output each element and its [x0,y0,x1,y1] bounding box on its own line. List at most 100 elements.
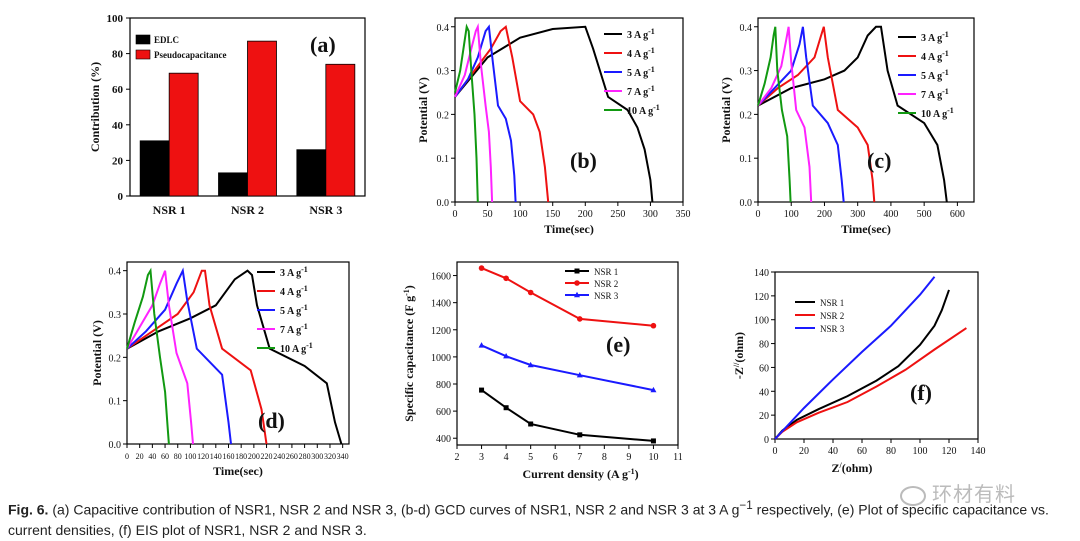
legend-label-main: 5 A g [280,306,301,317]
x-tick-label: 100 [513,209,528,220]
legend-label: 4 A g-1 [627,46,655,61]
series-line-4-a-g [126,269,268,445]
x-tick-label: 11 [673,452,683,463]
y-axis-label: Potential (V) [90,320,104,386]
x-tick-label: 0 [773,446,778,457]
y-tick-label: 0.0 [740,198,753,209]
y-tick-label: 0.1 [109,397,122,408]
x-tick-label: 150 [545,209,560,220]
x-axis-label-main: Z [832,461,840,475]
y-tick-label: 0.4 [740,23,753,34]
y-axis-label-end: ) [402,285,416,289]
y-tick-label: 1000 [431,353,451,364]
x-tick-label: 600 [950,209,965,220]
legend-label: 7 A g-1 [280,322,308,337]
bar-pseudocapacitance-nsr3 [325,63,356,197]
x-tick-label: 3 [479,452,484,463]
x-tick-label: NSR 1 [153,203,186,217]
legend-label-main: 3 A g [921,33,942,44]
x-axis-label: Z/(ohm) [832,461,873,476]
x-tick-label: 240 [273,452,285,461]
y-axis-label-main: Specific capacitance (F g [402,296,416,422]
y-tick-label: 800 [436,380,451,391]
series-line-4-a-g [757,26,876,203]
legend-label-main: 5 A g [627,68,648,79]
y-tick-label: 0.1 [740,154,753,165]
legend-label-main: 10 A g [280,344,306,355]
plot-frame [456,261,679,446]
x-tick-label: NSR 2 [231,203,264,217]
x-axis-label: Time(sec) [841,222,891,236]
y-axis-label: Specific capacitance (F g-1) [402,285,417,422]
x-tick-label: 250 [610,209,625,220]
x-tick-label: 5 [528,452,533,463]
data-point [503,353,510,359]
series-line-7-a-g [454,22,494,203]
watermark-text: 环材有料 [932,482,1016,506]
x-tick-label: 140 [210,452,222,461]
x-tick-label: 100 [913,446,928,457]
x-tick-label: 9 [626,452,631,463]
y-tick-label: 1200 [431,326,451,337]
data-point [503,275,509,282]
legend-swatch [135,49,151,60]
legend-label: NSR 3 [594,291,619,301]
data-point [577,432,583,438]
y-tick-label: 400 [436,434,451,445]
y-tick-label: 600 [436,407,451,418]
x-tick-label: 0 [125,452,129,461]
legend-label-sup: -1 [301,322,308,331]
y-tick-label: 40 [759,387,769,398]
panel-label: (c) [867,148,891,173]
y-tick-label: 20 [112,155,124,167]
series-line-10-a-g [454,23,479,203]
bar-edlc-nsr2 [218,172,248,197]
data-point [479,387,485,393]
legend-label-main: 7 A g [627,87,648,98]
y-tick-label: 40 [112,120,124,132]
panel-label: (f) [910,380,932,405]
bar-pseudocapacitance-nsr1 [168,72,199,197]
y-tick-label: 80 [112,49,124,61]
x-tick-label: 80 [886,446,896,457]
x-tick-label: 10 [648,452,658,463]
x-axis-label-end: (ohm) [842,461,873,475]
caption-text-2: respectively, (e) Plot of specific capac… [8,501,1049,538]
y-axis-label: Potential (V) [719,77,733,143]
legend-label-sup: -1 [947,106,954,115]
x-tick-label: 180 [235,452,247,461]
legend-label: 5 A g-1 [280,303,308,318]
legend-label-main: 10 A g [627,106,653,117]
legend-label-main: 4 A g [627,49,648,60]
y-tick-label: 0.2 [109,353,122,364]
legend-label-sup: -1 [653,103,660,112]
x-tick-label: 40 [148,452,156,461]
legend-label: 10 A g-1 [921,106,954,121]
x-axis-label-main: Current density (A g [523,467,628,481]
x-tick-label: 0 [453,209,458,220]
legend-label: NSR 1 [820,298,844,308]
series-line-7-a-g [757,26,813,203]
series-line-3-a-g [757,25,948,203]
x-tick-label: 50 [483,209,493,220]
x-tick-label: 120 [942,446,957,457]
legend-label-sup: -1 [306,341,313,350]
x-tick-label: 300 [643,209,658,220]
caption-superscript: −1 [739,499,753,512]
y-axis-label-main: -Z [732,367,746,379]
x-tick-label: 2 [455,452,460,463]
legend-marker [574,268,580,274]
legend-label: EDLC [154,35,179,45]
x-axis-label-sup: / [839,461,843,470]
y-tick-label: 0 [118,191,124,203]
figure-caption: Fig. 6. (a) Capacitive contribution of N… [8,496,1072,540]
y-tick-label: 0.4 [109,267,122,278]
legend-label-main: 3 A g [627,30,648,41]
legend-label: 4 A g-1 [921,49,949,64]
watermark: 环材有料 [900,478,1016,507]
plot-frame [774,271,979,440]
legend-label-main: 5 A g [921,71,942,82]
data-point [527,361,534,368]
x-axis-label: Time(sec) [213,464,263,478]
series-line-nsr-2 [774,327,967,440]
